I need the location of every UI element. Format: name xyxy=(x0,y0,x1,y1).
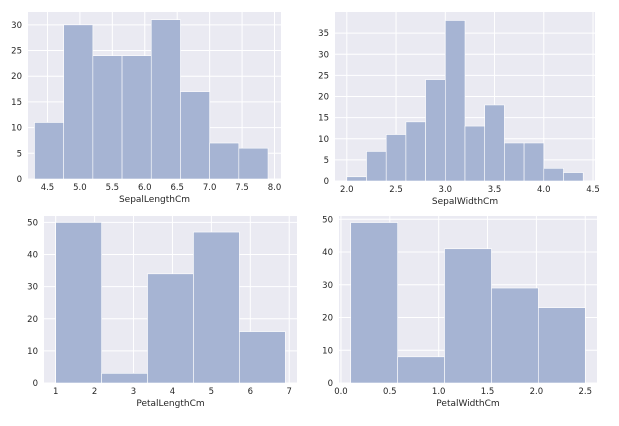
histogram-bar xyxy=(491,287,539,384)
y-tick-label: 5 xyxy=(324,156,329,166)
histogram-bar xyxy=(150,19,181,180)
x-tick-label: 1 xyxy=(53,387,58,397)
histogram-bar xyxy=(34,122,64,180)
x-tick-label: 8.0 xyxy=(268,183,282,193)
y-tick-label: 0 xyxy=(324,177,329,187)
histogram-bar xyxy=(92,55,123,180)
x-tick-label: 1.5 xyxy=(481,387,495,397)
histogram-bar xyxy=(180,91,210,180)
x-tick-label: 7 xyxy=(287,387,292,397)
x-tick-label: 3 xyxy=(131,387,136,397)
y-tick-label: 10 xyxy=(322,346,333,356)
histogram-bar xyxy=(63,24,94,180)
y-tick-label: 0 xyxy=(328,379,333,389)
y-tick-label: 20 xyxy=(27,315,38,325)
histogram-4: 0 10 20 30 40 50 0.0 0.5 1.0 1.5 2.0 2.5 PetalWidthC… xyxy=(322,215,597,409)
histogram-3: 0 10 20 30 40 50 1 2 3 4 5 6 7 PetalLengthCm xyxy=(27,216,297,409)
x-tick-label: 2.0 xyxy=(530,387,544,397)
histogram-bar xyxy=(193,231,240,384)
x-tick-label: 2.5 xyxy=(389,185,403,195)
x-tick-label: 5 xyxy=(209,387,214,397)
y-tick-label: 5 xyxy=(17,149,22,159)
x-tick-label: 2.5 xyxy=(579,387,593,397)
histogram-bar xyxy=(543,168,564,182)
histogram-bar xyxy=(405,121,426,182)
histogram-bar xyxy=(425,79,446,182)
x-tick-label: 4.0 xyxy=(537,185,551,195)
y-tick-label: 30 xyxy=(318,50,329,60)
histogram-bar xyxy=(101,373,148,384)
x-tick-label: 5.0 xyxy=(73,183,87,193)
histogram-bar xyxy=(366,151,387,182)
y-tick-label: 20 xyxy=(322,314,333,324)
histogram-bar xyxy=(147,273,194,384)
x-tick-label: 3.0 xyxy=(439,185,453,195)
y-tick-label: 15 xyxy=(318,114,329,124)
histogram-bar xyxy=(346,176,367,182)
x-tick-label: 4.5 xyxy=(41,183,55,193)
y-tick-label: 30 xyxy=(322,281,333,291)
x-tick-label: 7.5 xyxy=(235,183,249,193)
x-tick-label: 1.0 xyxy=(432,387,446,397)
histogram-bar xyxy=(350,222,398,384)
y-tick-label: 10 xyxy=(27,347,38,357)
histogram-bar xyxy=(563,172,584,182)
y-tick-label: 10 xyxy=(318,135,329,145)
y-tick-label: 20 xyxy=(11,72,22,82)
histogram-bar xyxy=(538,307,586,384)
y-tick-label: 50 xyxy=(27,218,38,228)
x-axis-label: PetalWidthCm xyxy=(436,399,499,409)
y-tick-label: 20 xyxy=(318,93,329,103)
x-tick-label: 2 xyxy=(92,387,97,397)
y-tick-label: 10 xyxy=(11,124,22,134)
x-tick-label: 2.0 xyxy=(340,185,354,195)
y-tick-label: 30 xyxy=(11,21,22,31)
x-tick-label: 6.0 xyxy=(138,183,152,193)
x-axis-label: PetalLengthCm xyxy=(136,399,204,409)
x-tick-label: 6 xyxy=(248,387,253,397)
x-axis-label: SepalLengthCm xyxy=(119,195,190,205)
x-tick-label: 3.5 xyxy=(488,185,502,195)
x-tick-label: 4.5 xyxy=(586,185,600,195)
x-tick-label: 7.0 xyxy=(203,183,217,193)
histogram-bar xyxy=(239,331,286,384)
x-tick-label: 6.5 xyxy=(170,183,184,193)
y-tick-label: 0 xyxy=(33,379,38,389)
y-tick-label: 40 xyxy=(322,248,333,258)
histogram-bar xyxy=(209,142,240,180)
histogram-bar xyxy=(385,134,407,182)
histogram-2: 0 5 10 15 20 25 30 35 2.0 2.5 3.0 3.5 4.0 4.5 SepalWid… xyxy=(318,12,600,207)
histogram-1: 0 5 10 15 20 25 30 4.5 5.0 5.5 6.0 6.5 7.0 7.5 8.0 Sepa… xyxy=(11,12,281,205)
y-tick-label: 25 xyxy=(318,71,329,81)
histogram-bar xyxy=(464,125,485,182)
y-tick-label: 30 xyxy=(27,283,38,293)
histogram-bar xyxy=(504,142,525,182)
y-tick-label: 40 xyxy=(27,251,38,261)
y-tick-label: 50 xyxy=(322,215,333,225)
histogram-bar xyxy=(523,142,545,182)
x-tick-label: 4 xyxy=(170,387,175,397)
histogram-bar xyxy=(444,248,492,384)
x-tick-label: 5.5 xyxy=(106,183,120,193)
x-tick-label: 0.5 xyxy=(383,387,397,397)
histogram-bar xyxy=(55,222,102,384)
x-tick-label: 0.0 xyxy=(334,387,348,397)
histogram-bar xyxy=(484,104,505,182)
y-tick-label: 15 xyxy=(11,98,22,108)
histogram-bar xyxy=(238,147,269,180)
histogram-bar xyxy=(121,55,152,180)
y-tick-label: 35 xyxy=(318,29,329,39)
y-tick-label: 25 xyxy=(11,47,22,57)
y-tick-label: 0 xyxy=(17,175,22,185)
x-axis-label: SepalWidthCm xyxy=(432,197,498,207)
histogram-bar xyxy=(397,356,445,384)
histogram-bar xyxy=(445,20,466,182)
